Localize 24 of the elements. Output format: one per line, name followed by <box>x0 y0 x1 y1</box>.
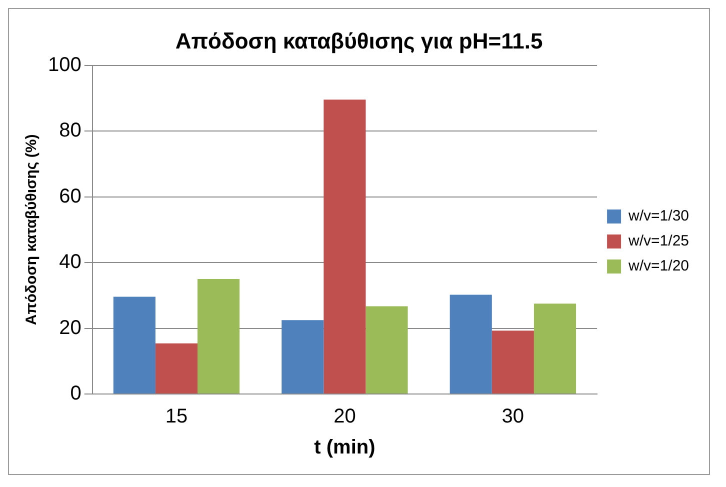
y-tick-label: 80 <box>59 120 82 142</box>
bar <box>282 320 324 394</box>
legend-label: w/v=1/30 <box>628 208 690 225</box>
bar <box>155 343 198 394</box>
bar <box>324 100 366 394</box>
x-tick-label: 20 <box>334 406 356 428</box>
x-axis-title: t (min) <box>314 436 376 459</box>
y-tick-label: 100 <box>48 54 82 76</box>
y-axis-title: Απόδοση καταβύθισης (%) <box>23 134 40 326</box>
y-tick-label: 20 <box>59 316 82 339</box>
y-tick-label: 0 <box>70 382 82 405</box>
x-tick-label: 30 <box>502 406 524 428</box>
y-tick-label: 40 <box>59 251 82 274</box>
y-tick-label: 60 <box>59 185 82 208</box>
bar <box>450 294 492 394</box>
bar <box>534 304 576 394</box>
bar <box>113 296 156 394</box>
bar <box>366 306 408 394</box>
x-tick-label: 15 <box>165 406 188 428</box>
legend-label: w/v=1/25 <box>628 232 690 250</box>
legend-label: w/v=1/20 <box>628 258 690 275</box>
bar <box>198 278 240 394</box>
bar <box>492 330 534 394</box>
chart-title: Απόδοση καταβύθισης για pH=11.5 <box>175 28 543 54</box>
